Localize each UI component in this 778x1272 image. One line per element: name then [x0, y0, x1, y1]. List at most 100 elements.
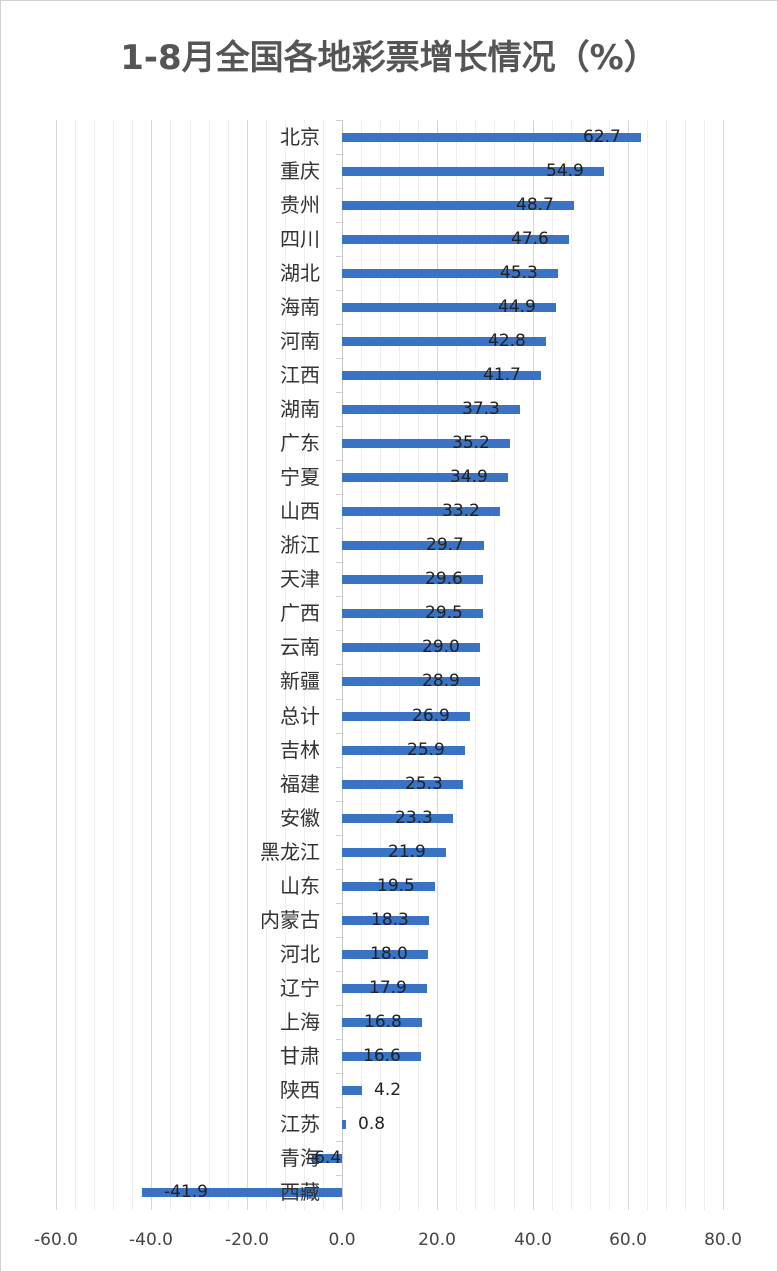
category-label: 甘肃	[280, 1044, 320, 1068]
value-label: 16.8	[364, 1012, 402, 1032]
value-label: 17.9	[369, 978, 407, 998]
x-tick-label: 40.0	[514, 1230, 552, 1250]
minor-gridline	[704, 120, 705, 1210]
value-label: 23.3	[395, 808, 433, 828]
axis-tick	[336, 1141, 342, 1142]
value-label: 47.6	[511, 229, 549, 249]
category-label: 黑龙江	[260, 840, 320, 864]
axis-tick	[336, 426, 342, 427]
value-label: 18.0	[370, 944, 408, 964]
minor-gridline	[266, 120, 267, 1210]
value-label: 29.5	[425, 603, 463, 623]
bar-18	[342, 746, 465, 755]
category-label: 江苏	[280, 1112, 320, 1136]
value-label: 21.9	[388, 842, 426, 862]
major-gridline	[247, 120, 248, 1210]
minor-gridline	[494, 120, 495, 1210]
axis-tick	[336, 1039, 342, 1040]
value-label: 26.9	[412, 706, 450, 726]
x-tick-label: 80.0	[704, 1230, 742, 1250]
category-label: 江西	[280, 363, 320, 387]
axis-tick	[336, 188, 342, 189]
axis-tick	[336, 392, 342, 393]
bar-1	[342, 167, 604, 176]
category-label: 广西	[280, 601, 320, 625]
bar-5	[342, 303, 556, 312]
axis-tick	[336, 937, 342, 938]
major-gridline	[723, 120, 724, 1210]
major-gridline	[533, 120, 534, 1210]
minor-gridline	[609, 120, 610, 1210]
category-label: 浙江	[280, 533, 320, 557]
x-tick-label: 20.0	[418, 1230, 456, 1250]
axis-tick	[336, 562, 342, 563]
minor-gridline	[647, 120, 648, 1210]
value-label: 34.9	[450, 467, 488, 487]
value-label: 25.3	[405, 774, 443, 794]
bar-28	[342, 1086, 362, 1095]
axis-tick	[336, 801, 342, 802]
category-label: 贵州	[280, 193, 320, 217]
axis-tick	[336, 869, 342, 870]
bar-29	[342, 1120, 346, 1129]
minor-gridline	[552, 120, 553, 1210]
value-label: 33.2	[442, 501, 480, 521]
value-label: 19.5	[377, 876, 415, 896]
category-label: 辽宁	[280, 976, 320, 1000]
axis-tick	[336, 1073, 342, 1074]
bar-6	[342, 337, 546, 346]
bar-25	[342, 984, 427, 993]
category-label: 内蒙古	[260, 908, 320, 932]
x-tick-label: -40.0	[129, 1230, 173, 1250]
minor-gridline	[75, 120, 76, 1210]
axis-tick	[336, 1005, 342, 1006]
bar-27	[342, 1052, 421, 1061]
bar-8	[342, 405, 520, 414]
minor-gridline	[323, 120, 324, 1210]
axis-tick	[336, 528, 342, 529]
x-tick-label: -60.0	[34, 1230, 78, 1250]
bar-31	[142, 1188, 342, 1197]
axis-tick	[336, 699, 342, 700]
minor-gridline	[113, 120, 114, 1210]
category-label: 海南	[280, 295, 320, 319]
x-tick-label: -20.0	[225, 1230, 269, 1250]
category-label: 安徽	[280, 806, 320, 830]
minor-gridline	[285, 120, 286, 1210]
axis-tick	[336, 460, 342, 461]
axis-tick	[336, 767, 342, 768]
minor-gridline	[418, 120, 419, 1210]
x-tick-label: 0.0	[328, 1230, 356, 1250]
bar-13	[342, 575, 483, 584]
category-label: 吉林	[280, 738, 320, 762]
axis-tick	[336, 664, 342, 665]
bar-23	[342, 916, 429, 925]
minor-gridline	[666, 120, 667, 1210]
axis-tick	[336, 494, 342, 495]
minor-gridline	[94, 120, 95, 1210]
minor-gridline	[399, 120, 400, 1210]
category-label: 重庆	[280, 159, 320, 183]
major-gridline	[437, 120, 438, 1210]
value-label: 44.9	[498, 297, 536, 317]
bar-17	[342, 712, 470, 721]
axis-tick	[336, 733, 342, 734]
minor-gridline	[475, 120, 476, 1210]
axis-tick	[336, 1107, 342, 1108]
value-label: 0.8	[358, 1114, 386, 1134]
minor-gridline	[228, 120, 229, 1210]
category-label: 总计	[280, 704, 320, 728]
axis-tick	[336, 596, 342, 597]
category-label: 广东	[280, 431, 320, 455]
minor-gridline	[209, 120, 210, 1210]
bar-0	[342, 133, 641, 142]
category-label: 湖南	[280, 397, 320, 421]
bar-2	[342, 201, 574, 210]
value-label: 29.0	[422, 637, 460, 657]
value-label: 28.9	[422, 671, 460, 691]
axis-tick	[336, 903, 342, 904]
category-label: 青海	[280, 1146, 320, 1170]
axis-tick	[336, 256, 342, 257]
category-axis-line	[342, 120, 343, 1210]
